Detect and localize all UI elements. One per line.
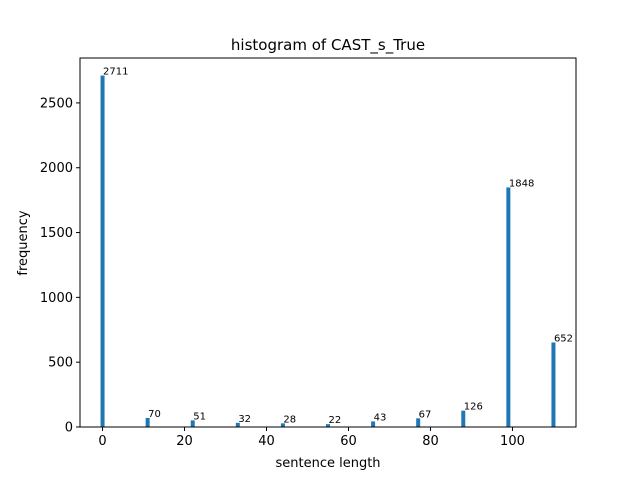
bar-0 <box>100 75 105 427</box>
data-label-3: 32 <box>238 414 251 425</box>
bar-5 <box>326 424 330 427</box>
data-label-6: 43 <box>374 412 387 423</box>
bar-10 <box>551 342 556 427</box>
bar-4 <box>280 423 285 427</box>
x-tick-label-2: 40 <box>258 434 275 449</box>
x-tick-label-0: 0 <box>98 434 106 449</box>
bar-8 <box>461 410 466 427</box>
bar-6 <box>371 421 376 427</box>
x-tick-label-3: 60 <box>340 434 357 449</box>
y-tick-label-3: 1500 <box>40 226 73 241</box>
x-tick-label-1: 20 <box>176 434 193 449</box>
y-tick-label-1: 500 <box>48 356 73 371</box>
data-label-9: 1848 <box>509 178 534 189</box>
data-label-5: 22 <box>329 415 342 426</box>
data-label-1: 70 <box>148 409 161 420</box>
data-label-10: 652 <box>554 333 573 344</box>
x-axis-ticks: 0 20 40 60 80 100 <box>98 427 525 449</box>
data-label-4: 28 <box>283 414 296 425</box>
y-axis-label: frequency <box>16 210 31 276</box>
y-tick-label-4: 2000 <box>40 161 73 176</box>
data-labels-group: 2711 70 51 32 28 22 43 67 126 1848 652 <box>103 67 573 427</box>
x-axis-label: sentence length <box>275 456 380 471</box>
data-label-8: 126 <box>464 402 483 413</box>
y-tick-label-0: 0 <box>65 421 73 436</box>
bar-9 <box>506 187 511 427</box>
chart-title: histogram of CAST_s_True <box>231 36 425 55</box>
plot-frame <box>79 57 577 428</box>
y-tick-label-2: 1000 <box>40 291 73 306</box>
y-tick-label-5: 2500 <box>40 96 73 111</box>
x-tick-label-5: 100 <box>500 434 525 449</box>
data-label-0: 2711 <box>103 67 128 78</box>
x-tick-label-4: 80 <box>422 434 439 449</box>
bar-1 <box>145 417 150 427</box>
bar-7 <box>416 418 421 427</box>
bar-3 <box>235 422 240 427</box>
bar-2 <box>190 420 195 427</box>
data-label-2: 51 <box>193 411 206 422</box>
y-axis-ticks: 0 500 1000 1500 2000 2500 <box>40 96 80 436</box>
bars-group <box>100 75 556 427</box>
data-label-7: 67 <box>419 409 432 420</box>
